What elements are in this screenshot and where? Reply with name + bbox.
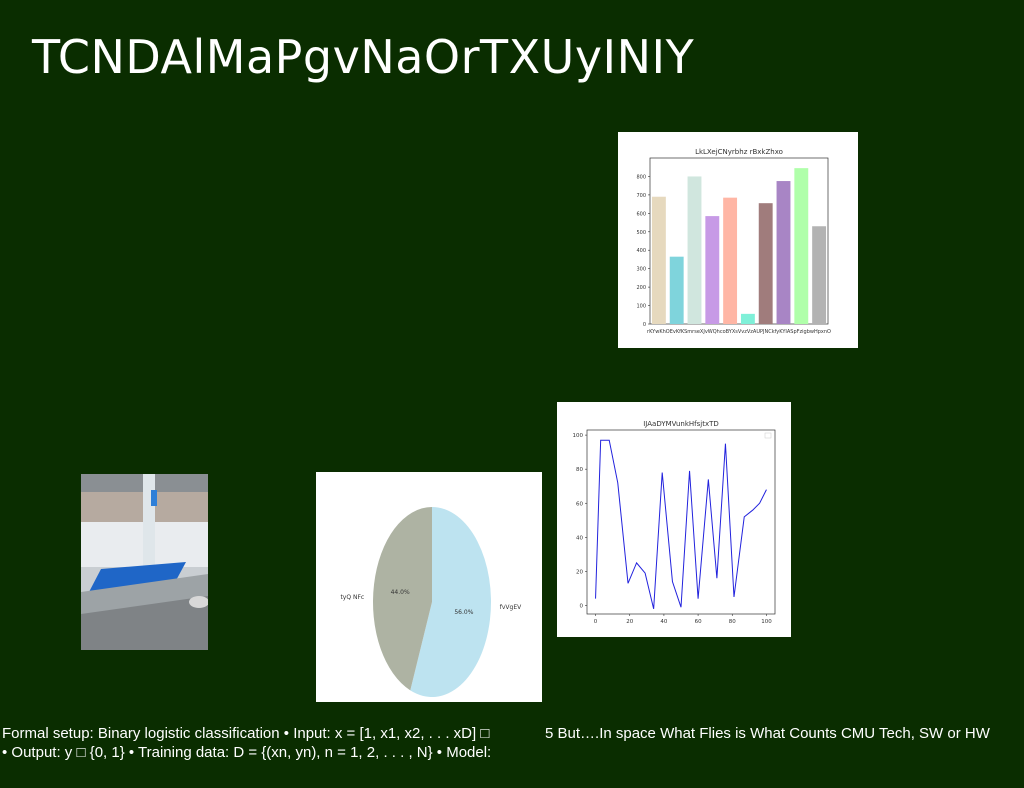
line-xtick-label: 100 <box>761 619 772 625</box>
bar-ytick-label: 100 <box>636 304 646 310</box>
bar-ytick-label: 800 <box>636 174 646 180</box>
bar-ytick-label: 600 <box>636 211 646 217</box>
bar-ytick-label: 500 <box>636 230 646 236</box>
bar-1 <box>651 196 666 324</box>
pool-photo-image <box>81 474 208 650</box>
pie-slice-1 <box>410 507 491 697</box>
pie-pct-label-2: 44.0% <box>391 589 410 596</box>
line-xtick-label: 40 <box>660 619 667 625</box>
note-left-line-1: Formal setup: Binary logistic classifica… <box>2 725 490 742</box>
line-plot-frame <box>586 429 776 615</box>
bar-ytick-label: 700 <box>636 193 646 199</box>
bar-chart-title: LkLXejCNyrbhz rBxkZhxo <box>695 148 783 156</box>
pie-slice-2 <box>373 507 432 691</box>
bar-ytick-label: 300 <box>636 267 646 273</box>
bar-2 <box>669 256 684 324</box>
line-ytick-label: 0 <box>580 603 584 609</box>
bar-chart: LkLXejCNyrbhz rBxkZhxo 0 100 200 300 400 500 60… <box>636 148 831 335</box>
bar-4 <box>705 216 720 324</box>
bar-10 <box>812 226 827 324</box>
line-xtick-label: 0 <box>594 619 598 625</box>
text-note-right: 5 But….In space What Flies is What Count… <box>545 725 990 742</box>
bar-ytick-label: 0 <box>643 322 646 328</box>
line-chart-panel: IJAaDYMVunkHfsjtxTD 0 20 40 60 80 100 0 20 40 60 80… <box>557 402 791 637</box>
bar-ytick-label: 400 <box>636 248 646 254</box>
line-ytick-label: 20 <box>576 569 583 575</box>
bar-5 <box>723 197 738 324</box>
bar-8 <box>776 181 791 324</box>
bar-7 <box>758 203 773 324</box>
bar-9 <box>794 168 809 324</box>
line-ytick-label: 80 <box>576 467 583 473</box>
pie-chart: 56.0% fvVgEV 44.0% tyQ NFc <box>340 507 522 697</box>
pool-photo <box>81 474 208 650</box>
line-xtick-label: 80 <box>729 619 736 625</box>
line-series <box>595 439 767 610</box>
line-xtick-label: 20 <box>626 619 633 625</box>
line-chart-title: IJAaDYMVunkHfsjtxTD <box>643 420 719 428</box>
line-ytick-label: 60 <box>576 501 583 507</box>
note-left-line-2: • Output: y □ {0, 1} • Training data: D … <box>2 744 492 761</box>
line-ytick-label: 40 <box>576 535 583 541</box>
pie-chart-panel: 56.0% fvVgEV 44.0% tyQ NFc <box>316 472 542 702</box>
line-ytick-label: 100 <box>573 433 584 439</box>
bar-chart-panel: LkLXejCNyrbhz rBxkZhxo 0 100 200 300 400 500 60… <box>618 132 858 348</box>
text-note-left: Formal setup: Binary logistic classifica… <box>2 724 542 762</box>
bar-3 <box>687 176 702 324</box>
pie-pct-label-1: 56.0% <box>454 609 473 616</box>
pie-label-2: tyQ NFc <box>340 594 364 601</box>
line-xtick-label: 60 <box>695 619 702 625</box>
line-legend-box <box>764 432 772 439</box>
bar-ytick-label: 200 <box>636 285 646 291</box>
bar-6 <box>740 313 755 324</box>
pie-label-1: fvVgEV <box>500 604 522 611</box>
line-chart: IJAaDYMVunkHfsjtxTD 0 20 40 60 80 100 0 20 40 60 80… <box>573 420 776 625</box>
bar-plot-frame <box>649 157 829 325</box>
slide-title: TCNDAlMaPgvNaOrTXUyINIY <box>32 30 695 84</box>
bar-xtick-labels: rKYwKhOEvKfKSmrseXJvWQhcoBYXsVvzVzAUPJNC… <box>647 329 831 335</box>
